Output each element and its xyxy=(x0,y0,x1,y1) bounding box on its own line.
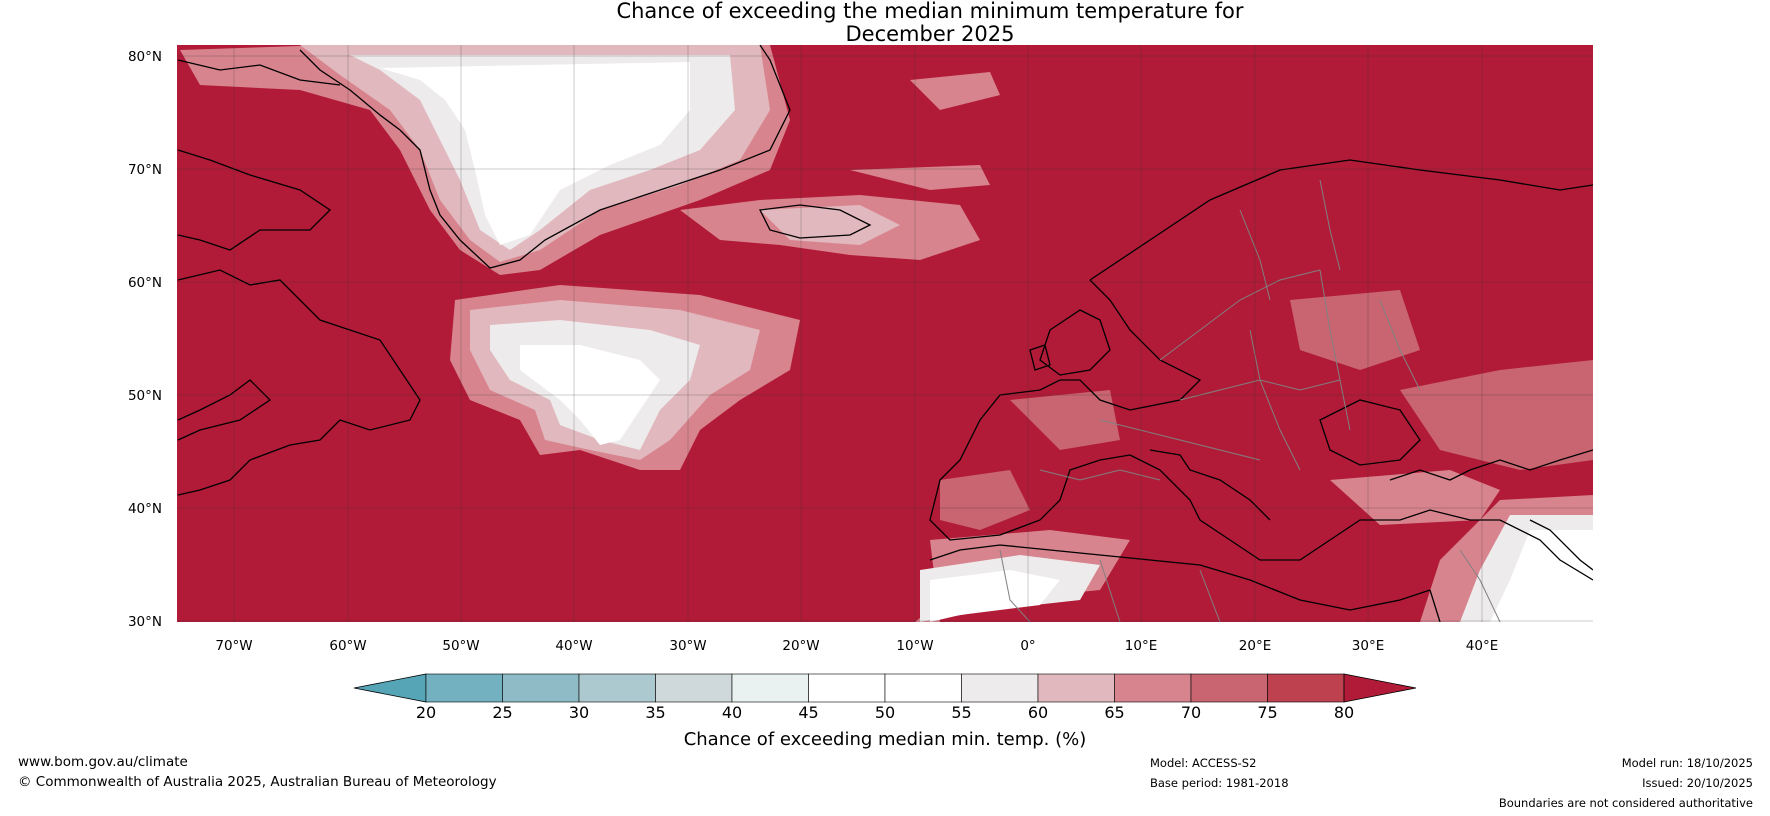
colorbar-tick: 30 xyxy=(569,703,589,722)
lon-label: 20°W xyxy=(782,638,819,654)
atlantic-field xyxy=(450,285,800,470)
lon-labels: 70°W 60°W 50°W 40°W 30°W 20°W 10°W 0° 10°E 20°E 30… xyxy=(215,638,1498,654)
colorbar-tick: 70 xyxy=(1181,703,1201,722)
lat-label: 30°N xyxy=(128,614,162,630)
footer-model: Model: ACCESS-S2 xyxy=(1150,756,1257,770)
iceland-field xyxy=(680,72,1000,260)
colorbar-label: Chance of exceeding median min. temp. (%… xyxy=(684,729,1087,750)
colorbar-bin xyxy=(731,673,809,703)
footer-base-period: Base period: 1981-2018 xyxy=(1150,776,1289,790)
footer-model-run: Model run: 18/10/2025 xyxy=(1621,756,1753,770)
colorbar-bin xyxy=(1037,673,1115,703)
colorbar-bin xyxy=(1114,673,1192,703)
lon-label: 40°W xyxy=(555,638,592,654)
lon-label: 0° xyxy=(1020,638,1035,654)
colorbar-extend-low xyxy=(353,673,427,703)
colorbar-bin xyxy=(502,673,580,703)
colorbar-tick: 40 xyxy=(722,703,742,722)
footer-issued: Issued: 20/10/2025 xyxy=(1642,776,1753,790)
map-title-line2: December 2025 xyxy=(845,22,1015,46)
lon-label: 10°E xyxy=(1125,638,1157,654)
colorbar-bin xyxy=(961,673,1039,703)
footer-website: www.bom.gov.au/climate xyxy=(18,754,188,770)
colorbar-tick: 20 xyxy=(416,703,436,722)
colorbar-tick: 55 xyxy=(951,703,971,722)
lon-label: 40°E xyxy=(1466,638,1498,654)
lon-label: 60°W xyxy=(329,638,366,654)
colorbar-tick: 45 xyxy=(798,703,818,722)
lat-label: 40°N xyxy=(128,501,162,517)
map-area xyxy=(177,45,1593,622)
lat-label: 70°N xyxy=(128,162,162,178)
colorbar: 20 25 30 35 40 45 50 55 60 65 70 75 80 xyxy=(353,673,1417,722)
colorbar-tick: 50 xyxy=(875,703,895,722)
lat-label: 60°N xyxy=(128,275,162,291)
colorbar-tick: 35 xyxy=(645,703,665,722)
colorbar-bin xyxy=(425,673,503,703)
graticule xyxy=(177,45,1593,622)
colorbar-bin xyxy=(1267,673,1345,703)
colorbar-bin xyxy=(1190,673,1268,703)
europe-field xyxy=(915,290,1593,622)
lat-label: 50°N xyxy=(128,388,162,404)
lat-label: 80°N xyxy=(128,49,162,65)
footer-disclaimer: Boundaries are not considered authoritat… xyxy=(1498,796,1753,810)
colorbar-bin xyxy=(884,673,962,703)
colorbar-tick: 65 xyxy=(1104,703,1124,722)
colorbar-bin xyxy=(808,673,886,703)
lon-label: 70°W xyxy=(215,638,252,654)
colorbar-extend-high xyxy=(1343,673,1417,703)
lon-label: 30°W xyxy=(669,638,706,654)
map-title: Chance of exceeding the median minimum t… xyxy=(0,0,1770,46)
colorbar-bin xyxy=(655,673,733,703)
footer-copyright: © Commonwealth of Australia 2025, Austra… xyxy=(18,774,497,790)
coastlines xyxy=(177,45,1593,622)
colorbar-tick: 75 xyxy=(1257,703,1277,722)
greenland-field xyxy=(180,45,790,275)
colorbar-bin xyxy=(578,673,656,703)
country-borders xyxy=(999,179,1501,622)
colorbar-tick: 25 xyxy=(492,703,512,722)
lat-labels: 80°N 70°N 60°N 50°N 40°N 30°N xyxy=(128,49,162,630)
lon-label: 50°W xyxy=(442,638,479,654)
colorbar-tick: 80 xyxy=(1334,703,1354,722)
lon-label: 30°E xyxy=(1352,638,1384,654)
lon-label: 10°W xyxy=(896,638,933,654)
colorbar-tick: 60 xyxy=(1028,703,1048,722)
map-title-line1: Chance of exceeding the median minimum t… xyxy=(616,0,1244,23)
lon-label: 20°E xyxy=(1239,638,1271,654)
